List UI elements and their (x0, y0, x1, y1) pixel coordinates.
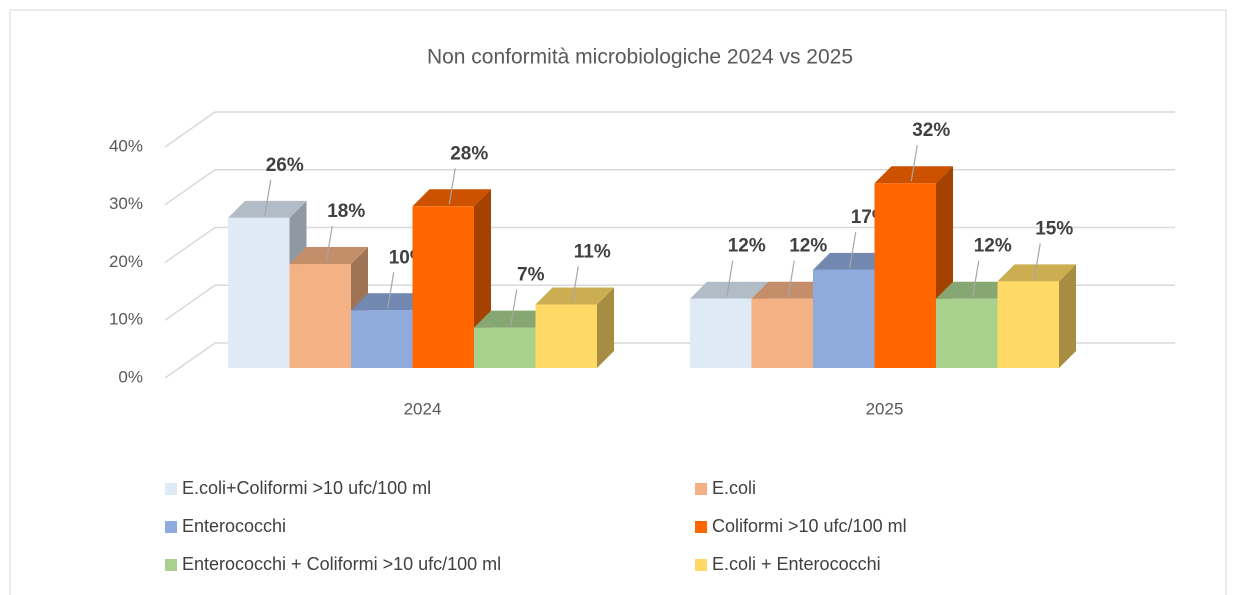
legend-swatch (695, 559, 707, 571)
bar-top (351, 293, 430, 311)
leader-line (448, 168, 456, 205)
leader-line (571, 266, 579, 303)
bar-top (289, 247, 368, 265)
data-label: 12% (789, 236, 827, 257)
y-tick-label: 40% (109, 136, 143, 155)
bar (474, 327, 536, 368)
leader-line (787, 260, 795, 297)
legend-label: E.coli + Enterococchi (712, 554, 881, 574)
legend-label: E.coli (712, 478, 756, 498)
data-label: 7% (517, 265, 545, 286)
data-label: 12% (974, 236, 1012, 257)
y-tick-label: 30% (109, 194, 143, 213)
legend-label: Coliformi >10 ufc/100 ml (712, 516, 907, 536)
bar (351, 310, 413, 368)
leader-line (726, 260, 734, 297)
bar-side (1059, 264, 1076, 368)
bar (813, 269, 875, 368)
data-label: 11% (574, 241, 611, 262)
leader-line (849, 231, 857, 268)
bar-top (936, 281, 1015, 299)
x-tick-label: 2024 (404, 399, 442, 418)
bar (751, 298, 813, 368)
bar-top (535, 287, 614, 305)
bar-top (412, 189, 491, 207)
grid-line (164, 169, 1175, 206)
x-tick-label: 2025 (866, 399, 904, 418)
legend-swatch (165, 483, 177, 495)
leader-line (1033, 243, 1041, 280)
bar (690, 298, 752, 368)
legend-label: E.coli+Coliformi >10 ufc/100 ml (182, 478, 431, 498)
bar (997, 281, 1059, 368)
bar-top (690, 281, 769, 299)
bar (936, 298, 998, 368)
grid-line (164, 111, 1175, 148)
data-label: 26% (266, 155, 304, 176)
leader-line (972, 260, 980, 297)
leader-line (325, 225, 333, 263)
bar (535, 304, 597, 368)
data-label: 12% (728, 236, 766, 257)
bar-top (813, 252, 892, 270)
bar (228, 217, 290, 368)
legend-swatch (165, 521, 177, 533)
legend-label: Enterococchi + Coliformi >10 ufc/100 ml (182, 554, 501, 574)
y-tick-label: 20% (109, 252, 143, 271)
bar-top (751, 281, 830, 299)
bar-top (997, 264, 1076, 282)
bar-top (228, 200, 307, 218)
y-tick-label: 0% (118, 367, 143, 386)
leader-line (387, 272, 395, 309)
leader-line (264, 179, 272, 216)
legend-swatch (695, 483, 707, 495)
bar-side (597, 287, 614, 368)
bar (874, 183, 936, 368)
bar-top (874, 166, 953, 184)
legend-swatch (165, 559, 177, 571)
legend-swatch (695, 521, 707, 533)
data-label: 18% (327, 201, 365, 222)
y-tick-label: 10% (109, 310, 143, 329)
grid-line (164, 226, 1175, 264)
chart-title: Non conformità microbiologiche 2024 vs 2… (427, 46, 853, 69)
data-label: 28% (450, 143, 488, 164)
bar-top (474, 310, 553, 328)
bar (289, 264, 351, 368)
bar (412, 206, 474, 368)
leader-line (510, 289, 518, 326)
legend-label: Enterococchi (182, 516, 286, 536)
data-label: 15% (1035, 218, 1073, 239)
leader-line (910, 145, 918, 182)
data-label: 32% (912, 120, 950, 141)
